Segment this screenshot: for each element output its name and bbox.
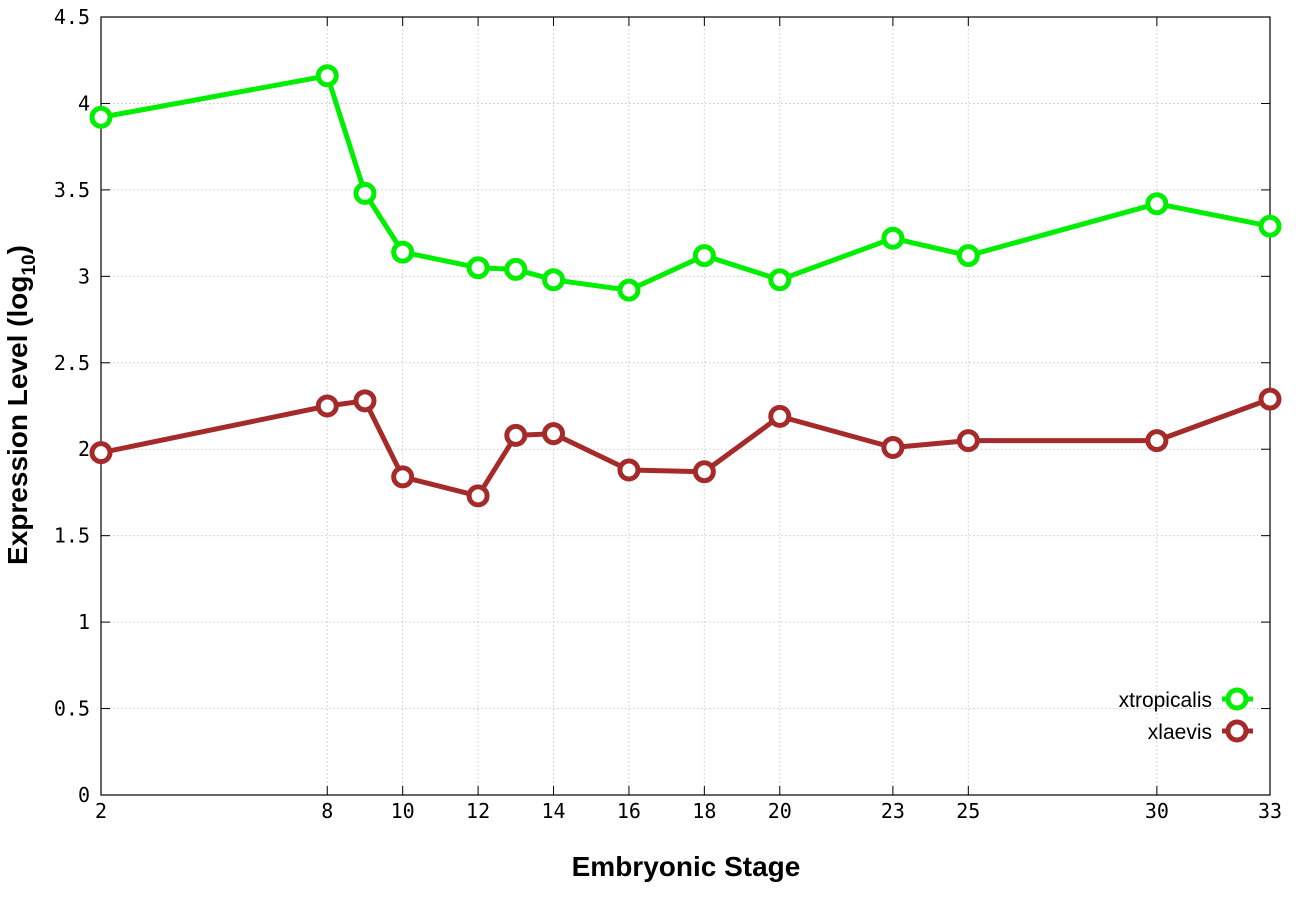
data-point-xtropicalis bbox=[542, 268, 566, 292]
plot-frame bbox=[100, 16, 1271, 796]
data-point-xlaevis bbox=[1145, 429, 1169, 453]
data-point-xlaevis bbox=[617, 458, 641, 482]
legend: xtropicalis xlaevis bbox=[1119, 687, 1253, 744]
data-point-xtropicalis bbox=[1258, 214, 1282, 238]
y-tick-label: 2.5 bbox=[54, 351, 90, 375]
x-axis-title: Embryonic Stage bbox=[572, 851, 801, 882]
data-point-xlaevis bbox=[881, 435, 905, 459]
data-point-xlaevis bbox=[353, 389, 377, 413]
y-tick-label: 4 bbox=[78, 91, 90, 115]
y-axis-title-main: Expression Level (log bbox=[2, 276, 33, 565]
data-point-xlaevis bbox=[768, 404, 792, 428]
legend-entry-xtropicalis: xtropicalis bbox=[1119, 687, 1253, 712]
x-tick-label: 16 bbox=[617, 799, 641, 823]
data-point-xtropicalis bbox=[768, 268, 792, 292]
x-tick-label: 14 bbox=[541, 799, 565, 823]
data-point-xlaevis bbox=[89, 441, 113, 465]
y-tick-label: 2 bbox=[78, 437, 90, 461]
data-point-xtropicalis bbox=[391, 240, 415, 264]
x-tick-label: 33 bbox=[1258, 799, 1282, 823]
data-point-xtropicalis bbox=[881, 226, 905, 250]
data-point-xlaevis bbox=[1258, 387, 1282, 411]
data-point-xlaevis bbox=[542, 422, 566, 446]
data-point-xtropicalis bbox=[89, 105, 113, 129]
data-point-xlaevis bbox=[315, 394, 339, 418]
y-tick-label: 3 bbox=[78, 264, 90, 288]
y-tick-label: 1 bbox=[78, 610, 90, 634]
x-tick-label: 30 bbox=[1145, 799, 1169, 823]
x-tick-label: 10 bbox=[391, 799, 415, 823]
data-point-xlaevis bbox=[466, 484, 490, 508]
data-point-xtropicalis bbox=[617, 278, 641, 302]
data-point-xtropicalis bbox=[1145, 192, 1169, 216]
x-tick-label: 18 bbox=[692, 799, 716, 823]
y-tick-label: 4.5 bbox=[54, 5, 90, 29]
y-axis-title: Expression Level (log10) bbox=[2, 245, 40, 565]
data-point-xlaevis bbox=[504, 423, 528, 447]
legend-entry-xlaevis: xlaevis bbox=[1148, 719, 1253, 744]
data-point-xtropicalis bbox=[692, 244, 716, 268]
data-point-xtropicalis bbox=[353, 181, 377, 205]
tick-layer: 0 0.5 1 1.5 2 2.5 3 3.5 4 4.5 2 8 10 12 14 16 18 20 23 25 30… bbox=[54, 5, 1282, 823]
y-tick-label: 1.5 bbox=[54, 524, 90, 548]
data-point-xlaevis bbox=[692, 460, 716, 484]
y-axis-title-subscript: 10 bbox=[19, 254, 40, 275]
x-tick-label: 8 bbox=[321, 799, 333, 823]
data-point-xtropicalis bbox=[466, 256, 490, 280]
series-layer bbox=[89, 64, 1282, 508]
y-tick-label: 0 bbox=[78, 783, 90, 807]
legend-label-xlaevis: xlaevis bbox=[1148, 721, 1212, 744]
x-tick-label: 20 bbox=[768, 799, 792, 823]
x-tick-label: 25 bbox=[956, 799, 980, 823]
legend-marker-xlaevis bbox=[1225, 719, 1249, 743]
x-tick-label: 23 bbox=[881, 799, 905, 823]
x-tick-label: 2 bbox=[95, 799, 107, 823]
y-axis-title-close: ) bbox=[2, 245, 33, 254]
data-point-xtropicalis bbox=[956, 244, 980, 268]
data-point-xtropicalis bbox=[315, 64, 339, 88]
data-point-xlaevis bbox=[956, 429, 980, 453]
data-point-xlaevis bbox=[391, 465, 415, 489]
data-point-xtropicalis bbox=[504, 257, 528, 281]
series-line-xlaevis bbox=[100, 396, 1271, 499]
legend-marker-xtropicalis bbox=[1225, 687, 1249, 711]
y-tick-label: 3.5 bbox=[54, 178, 90, 202]
x-tick-label: 12 bbox=[466, 799, 490, 823]
legend-label-xtropicalis: xtropicalis bbox=[1119, 689, 1212, 712]
y-tick-label: 0.5 bbox=[54, 697, 90, 721]
series-line-xtropicalis bbox=[100, 73, 1271, 293]
grid-layer bbox=[101, 17, 1270, 795]
